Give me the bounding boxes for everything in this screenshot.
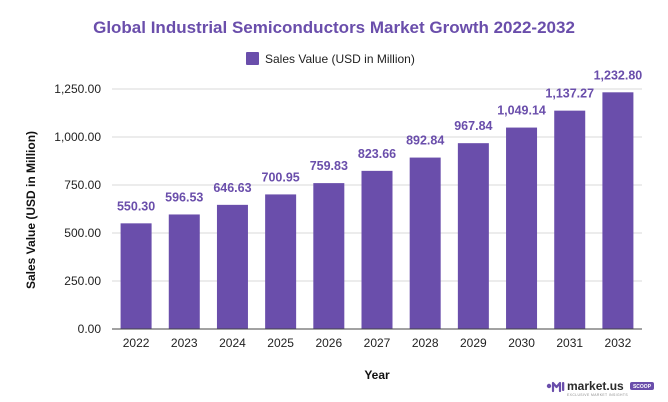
data-label-2028: 892.84 [406,134,444,148]
y-axis-ticks: 0.00 250.00 500.00 750.00 1,000.00 1,250.00 [54,82,101,336]
x-tick-label: 2023 [171,336,198,350]
bar-2024 [216,204,248,329]
x-tick-label: 2028 [412,336,439,350]
legend: Sales Value (USD in Million) [246,52,415,66]
chart-title: Global Industrial Semiconductors Market … [93,18,575,37]
y-axis-title: Sales Value (USD in Million) [24,131,38,289]
bar-2032 [602,92,634,329]
bar-2029 [457,143,489,329]
y-tick-label: 750.00 [64,178,101,192]
data-label-2026: 759.83 [310,159,348,173]
bar-2028 [409,157,441,329]
data-label-2022: 550.30 [117,199,155,213]
data-label-2023: 596.53 [165,190,203,204]
data-label-2027: 823.66 [358,147,396,161]
bar-2030 [506,127,538,329]
data-labels: 550.30 596.53 646.63 700.95 759.83 823.66 892.… [117,68,642,213]
brand-tagline: EXCLUSIVE MARKET INSIGHTS [567,393,628,397]
brand-logo-icon [546,381,565,393]
bar-2022 [120,223,152,329]
y-tick-label: 1,250.00 [54,82,101,96]
brand-badge-text: SCOOP [633,384,652,390]
bar-2031 [554,110,586,329]
x-tick-label: 2024 [219,336,246,350]
brand-logo-text: market.us [567,379,624,393]
x-tick-label: 2027 [364,336,391,350]
x-tick-label: 2032 [605,336,632,350]
x-tick-label: 2029 [460,336,487,350]
x-axis-title: Year [364,368,390,382]
y-tick-label: 500.00 [64,226,101,240]
data-label-2030: 1,049.14 [497,104,546,118]
x-tick-label: 2026 [315,336,342,350]
bars [120,92,634,329]
brand-badge [630,382,654,390]
y-tick-label: 1,000.00 [54,130,101,144]
x-tick-label: 2025 [267,336,294,350]
bar-2023 [168,214,200,329]
data-label-2029: 967.84 [454,119,492,133]
brand-logo: market.us SCOOP EXCLUSIVE MARKET INSIGHT… [546,379,654,397]
legend-swatch [246,52,259,65]
y-tick-label: 0.00 [78,322,102,336]
data-label-2025: 700.95 [262,170,300,184]
x-tick-label: 2022 [123,336,150,350]
bar-2027 [361,170,393,329]
data-label-2032: 1,232.80 [594,68,643,82]
data-label-2031: 1,137.27 [545,87,594,101]
bar-2026 [313,183,345,329]
x-tick-label: 2030 [508,336,535,350]
x-tick-label: 2031 [556,336,583,350]
x-axis-ticks: 2022 2023 2024 2025 2026 2027 2028 2029 2030 2031… [123,336,632,350]
y-tick-label: 250.00 [64,274,101,288]
data-label-2024: 646.63 [213,181,251,195]
legend-label: Sales Value (USD in Million) [265,52,415,66]
bar-2025 [265,194,297,329]
